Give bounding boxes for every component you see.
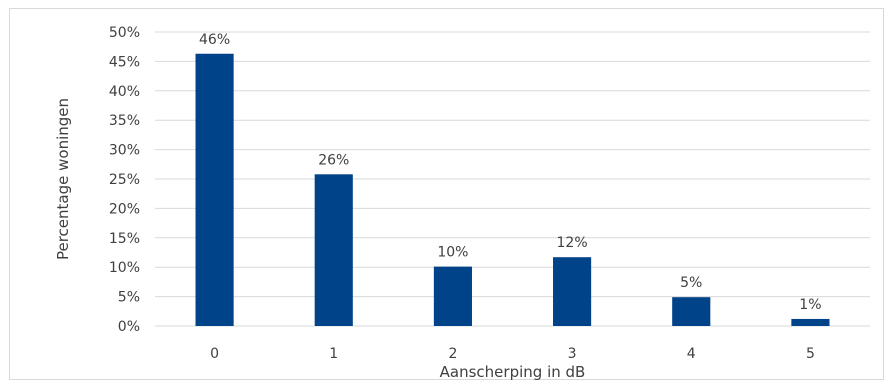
x-tick-label: 5 — [806, 346, 815, 362]
x-tick-label: 0 — [210, 346, 219, 362]
y-tick-label: 35% — [109, 113, 140, 129]
y-tick-label: 30% — [109, 143, 140, 159]
data-label: 46% — [199, 32, 230, 48]
bar — [433, 266, 472, 326]
bar — [195, 53, 234, 326]
y-tick-label: 0% — [118, 319, 140, 335]
y-tick-label: 40% — [109, 84, 140, 100]
y-axis-title: Percentage woningen — [54, 98, 72, 260]
y-tick-label: 10% — [109, 260, 140, 276]
y-tick-label: 20% — [109, 201, 140, 217]
x-tick-label: 2 — [448, 346, 457, 362]
x-tick-label: 3 — [568, 346, 577, 362]
x-tick-label: 1 — [329, 346, 338, 362]
bar — [314, 174, 353, 326]
y-tick-label: 25% — [109, 172, 140, 188]
y-tick-label: 45% — [109, 54, 140, 70]
bars: 46% 26% 10% 12% 5% 1% — [195, 32, 830, 326]
x-axis-title: Aanscherping in dB — [440, 363, 586, 381]
bar — [672, 297, 711, 326]
data-label: 1% — [799, 297, 821, 313]
x-tick-label: 4 — [687, 346, 696, 362]
gridlines — [155, 31, 870, 327]
bar — [553, 257, 592, 326]
y-axis-ticks: 0% 5% 10% 15% 20% 25% 30% 35% 40% 45% 50% — [109, 25, 140, 335]
bar — [791, 318, 830, 326]
x-axis-ticks: 0 1 2 3 4 5 — [210, 346, 815, 362]
data-label: 12% — [557, 235, 588, 251]
data-label: 5% — [680, 275, 702, 291]
data-label: 26% — [318, 152, 349, 168]
y-tick-label: 5% — [118, 290, 140, 306]
y-tick-label: 50% — [109, 25, 140, 41]
data-label: 10% — [437, 245, 468, 261]
y-tick-label: 15% — [109, 231, 140, 247]
